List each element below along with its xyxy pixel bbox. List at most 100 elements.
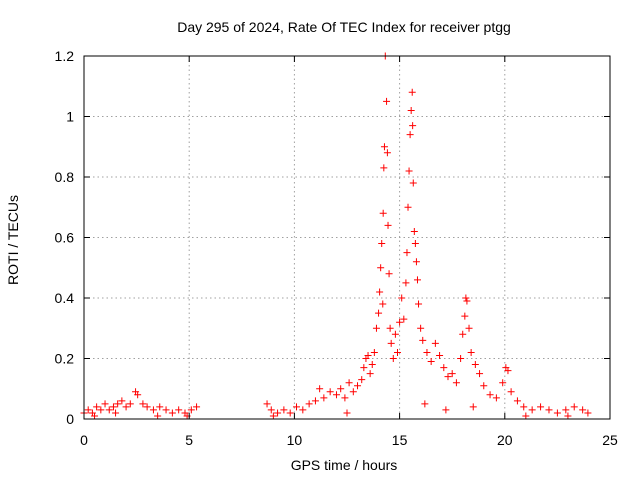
- data-point: [513, 397, 521, 405]
- data-point: [370, 348, 378, 356]
- data-point: [396, 318, 404, 326]
- data-point: [380, 143, 388, 151]
- data-point: [154, 412, 162, 420]
- data-point: [398, 294, 406, 302]
- data-point: [385, 270, 393, 278]
- data-point: [412, 258, 420, 266]
- data-point: [299, 406, 307, 414]
- data-point: [293, 403, 301, 411]
- data-point: [537, 403, 545, 411]
- data-point: [109, 403, 117, 411]
- data-point: [431, 339, 439, 347]
- data-point: [407, 106, 415, 114]
- data-point: [406, 131, 414, 139]
- data-point: [427, 358, 435, 366]
- data-point: [459, 330, 467, 338]
- data-point: [380, 164, 388, 172]
- data-point: [377, 264, 385, 272]
- data-point: [579, 406, 587, 414]
- data-point: [389, 355, 397, 362]
- y-tick-label: 0.2: [55, 351, 75, 367]
- data-point: [139, 400, 147, 408]
- data-point: [311, 397, 319, 405]
- data-point: [387, 339, 395, 347]
- data-point: [476, 370, 484, 378]
- data-point: [419, 336, 427, 344]
- data-point: [105, 406, 113, 414]
- y-tick-label: 0.8: [55, 169, 75, 185]
- data-point: [522, 412, 530, 420]
- data-point: [366, 370, 374, 378]
- data-point: [415, 300, 423, 308]
- data-point: [562, 406, 570, 414]
- data-point: [122, 403, 130, 411]
- data-point: [402, 279, 410, 287]
- data-point: [162, 406, 170, 414]
- data-point: [480, 382, 488, 390]
- y-axis-label: ROTI / TECUs: [5, 195, 21, 285]
- grid: [84, 56, 610, 419]
- data-point: [84, 406, 92, 414]
- data-point: [316, 385, 324, 393]
- data-point: [326, 388, 334, 396]
- data-point: [417, 324, 425, 332]
- data-point: [409, 122, 417, 130]
- y-tick-label: 0.6: [55, 230, 75, 246]
- data-point: [465, 324, 473, 332]
- data-point: [461, 312, 469, 320]
- data-point: [486, 391, 494, 399]
- x-tick-label: 10: [287, 432, 303, 448]
- data-point: [378, 240, 386, 248]
- data-point: [423, 348, 431, 356]
- data-point: [436, 351, 444, 359]
- y-tick-label: 1.2: [55, 48, 75, 64]
- data-point: [393, 348, 401, 356]
- data-point: [93, 403, 101, 411]
- data-point: [193, 403, 201, 411]
- data-point: [156, 403, 164, 411]
- data-point: [507, 388, 515, 396]
- data-point: [383, 149, 391, 157]
- data-point: [286, 409, 294, 417]
- axis-ticks: 0 0.2 0.4 0.6 0.8 1 1.2 0 5 10 15 20 25: [55, 48, 618, 448]
- data-point: [358, 376, 366, 384]
- data-point: [408, 88, 416, 96]
- y-tick-label: 1: [66, 109, 74, 125]
- data-point: [400, 315, 408, 323]
- data-point: [448, 370, 456, 378]
- data-point: [545, 406, 553, 414]
- data-point: [376, 288, 384, 296]
- data-point: [528, 406, 536, 414]
- data-point: [97, 406, 105, 414]
- data-point: [391, 330, 399, 338]
- data-point: [471, 361, 479, 369]
- data-point: [349, 388, 357, 396]
- data-point: [383, 97, 391, 105]
- x-tick-label: 0: [80, 432, 88, 448]
- data-point: [384, 221, 392, 229]
- data-point: [280, 406, 288, 414]
- x-tick-label: 15: [392, 432, 408, 448]
- data-point: [134, 391, 142, 399]
- data-point: [345, 379, 353, 387]
- data-point: [274, 409, 282, 417]
- data-point: [386, 324, 394, 332]
- chart-title: Day 295 of 2024, Rate Of TEC Index for r…: [177, 19, 511, 35]
- x-tick-label: 25: [602, 432, 618, 448]
- data-point: [372, 324, 380, 332]
- data-point: [368, 361, 376, 369]
- data-point: [360, 364, 368, 372]
- data-point: [114, 400, 122, 408]
- data-point: [187, 406, 195, 414]
- data-points: [80, 52, 592, 420]
- data-point: [504, 367, 512, 375]
- data-point: [405, 167, 413, 175]
- data-point: [364, 351, 372, 359]
- data-point: [457, 355, 465, 362]
- data-point: [175, 406, 183, 414]
- data-point: [263, 400, 271, 408]
- data-point: [564, 412, 572, 420]
- data-point: [467, 348, 475, 356]
- data-point: [452, 379, 460, 387]
- data-point: [305, 400, 313, 408]
